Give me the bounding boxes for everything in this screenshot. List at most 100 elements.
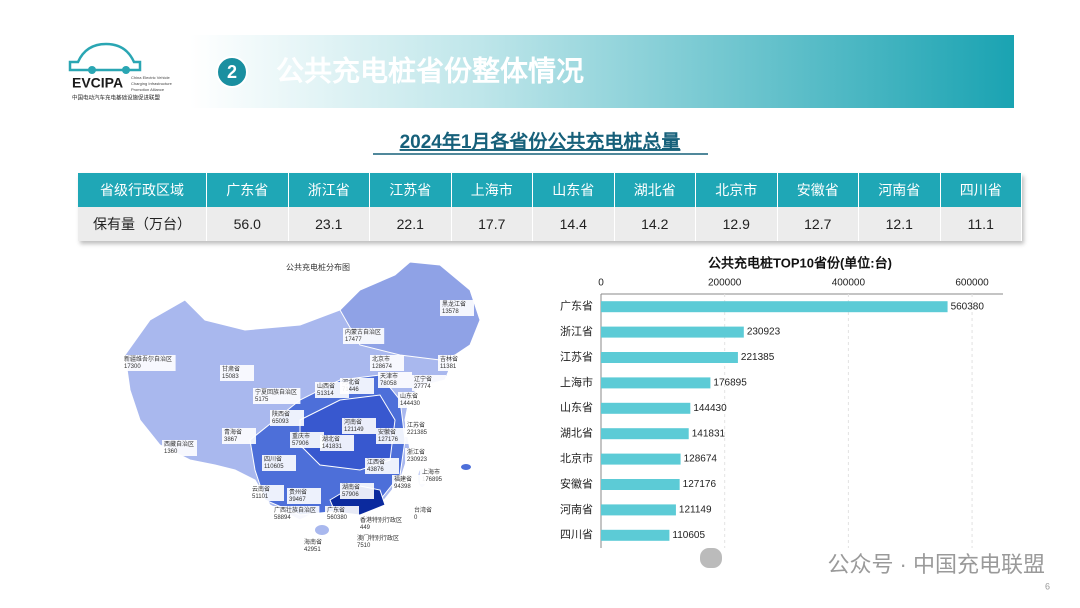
map-label-name: 天津市 — [380, 372, 398, 380]
page-number: 6 — [1045, 581, 1050, 591]
map-label-value: 58894 — [274, 515, 291, 521]
logo-en: China Electric Vehicle — [131, 75, 170, 80]
map-label-box — [438, 355, 472, 371]
x-tick-label: 0 — [598, 278, 604, 289]
map-label-box — [122, 355, 176, 371]
bar — [601, 301, 948, 313]
watermark: 公众号 · 中国充电联盟 — [827, 552, 1045, 577]
map-label-value: 3867 — [224, 437, 238, 443]
map-label-box — [420, 468, 454, 484]
map-label-name: 江西省 — [367, 458, 385, 466]
table-cell: 12.7 — [777, 207, 859, 241]
map-label-name: 河南省 — [344, 418, 362, 426]
map-label-name: 河北省 — [342, 378, 360, 386]
map-label-name: 青海省 — [224, 428, 242, 436]
header-band — [190, 35, 1014, 108]
map-label-name: 吉林省 — [440, 355, 458, 363]
map-label-name: 黑龙江省 — [442, 300, 466, 308]
map-label-name: 新疆维吾尔自治区 — [124, 355, 172, 363]
map-label-value: 221385 — [407, 430, 428, 436]
map-label-value: 1360 — [164, 449, 178, 455]
map-label-name: 陕西省 — [272, 410, 290, 418]
table-cell: 17.7 — [451, 207, 533, 241]
table-cell: 12.1 — [858, 207, 941, 241]
y-tick-label: 安徽省 — [560, 476, 593, 490]
data-label: 128674 — [684, 454, 718, 465]
map-label-value: 7510 — [357, 543, 371, 549]
data-label: 176895 — [713, 378, 747, 389]
map-label-name: 北京市 — [372, 355, 390, 363]
map-label-name: 广东省 — [327, 506, 345, 514]
map-label-box — [398, 392, 432, 408]
table-cell: 14.4 — [532, 207, 615, 241]
map-label-value: 127176 — [378, 437, 399, 443]
map-label-value: 144430 — [400, 401, 421, 407]
data-label: 110605 — [672, 530, 705, 541]
map-label-name: 西藏自治区 — [164, 440, 194, 448]
table-cell: 14.2 — [614, 207, 696, 241]
data-label: 221385 — [741, 352, 775, 363]
table-cell: 广东省 — [206, 173, 289, 207]
table-cell: 四川省 — [940, 173, 1022, 207]
map-label-name: 香港特别行政区 — [360, 516, 402, 524]
bar — [601, 453, 681, 465]
map-label-value: 141831 — [322, 444, 343, 450]
logo-en: Charging Infrastructure — [131, 81, 173, 86]
y-tick-label: 山东省 — [560, 401, 593, 414]
map-label-name: 宁夏回族自治区 — [255, 388, 297, 396]
y-tick-label: 江苏省 — [560, 350, 593, 363]
map-label-name: 湖北省 — [322, 435, 340, 443]
wechat-icon — [700, 548, 722, 568]
map-label-box — [340, 483, 374, 499]
map-label-value: 17477 — [345, 337, 362, 343]
map-label-name: 广西壮族自治区 — [274, 506, 316, 514]
map-label-value: 15083 — [222, 374, 239, 380]
map-label-box — [220, 365, 254, 381]
map-label-box — [440, 300, 474, 316]
table-cell: 12.9 — [695, 207, 778, 241]
map-label-value: 128674 — [372, 364, 393, 370]
map-label-value: 43876 — [367, 467, 384, 473]
map-label-box — [250, 485, 284, 501]
map-label-name: 甘肃省 — [222, 365, 240, 373]
bar — [601, 402, 691, 414]
province-table: 省级行政区域 广东省 浙江省 江苏省 上海市 山东省 湖北省 北京市 安徽省 河南省 四川省 保有量（… — [78, 173, 1022, 241]
map-label-name: 重庆市 — [292, 432, 310, 440]
logo-text: EVCIPA — [72, 75, 123, 91]
map-label-value: 65093 — [272, 419, 289, 425]
map-label-value: 57906 — [342, 492, 359, 498]
x-tick-label: 600000 — [955, 278, 989, 289]
map-label-name: 安徽省 — [378, 428, 396, 436]
data-label: 121149 — [679, 505, 712, 516]
section-badge — [216, 56, 248, 88]
table-cell: 河南省 — [858, 173, 941, 207]
map-label-box — [290, 432, 324, 448]
table-cell: 11.1 — [940, 207, 1022, 241]
map-label-value: 78058 — [380, 381, 397, 387]
table-cell: 22.1 — [369, 207, 452, 241]
chart-title: 公共充电桩TOP10省份(单位:台) — [708, 255, 892, 270]
bar — [601, 352, 738, 363]
map-label-value: 230923 — [407, 457, 428, 463]
map-label-box — [378, 372, 412, 388]
map-label-name: 澳门特别行政区 — [357, 534, 399, 542]
table-cell: 保有量（万台） — [78, 207, 207, 241]
map-label-box — [365, 458, 399, 474]
map-label-value: 449 — [360, 525, 371, 531]
map-label-name: 云南省 — [252, 485, 270, 493]
map-label-box — [315, 382, 349, 398]
map-label-name: 台湾省 — [414, 506, 432, 514]
map-label-name: 辽宁省 — [414, 375, 432, 383]
map-label-box — [162, 440, 197, 456]
data-label: 230923 — [747, 327, 781, 338]
map-label-value: 560380 — [327, 515, 348, 521]
map-label-box — [405, 421, 439, 437]
map-label-box — [320, 435, 354, 451]
logo-icon — [68, 42, 142, 72]
map-label-name: 浙江省 — [407, 448, 425, 456]
map-label-box — [412, 506, 446, 522]
table-row: 省级行政区域 广东省 浙江省 江苏省 上海市 山东省 湖北省 北京市 安徽省 河南省 四川省 — [78, 173, 1022, 207]
y-tick-label: 四川省 — [560, 528, 593, 541]
map-label-box — [343, 328, 385, 344]
